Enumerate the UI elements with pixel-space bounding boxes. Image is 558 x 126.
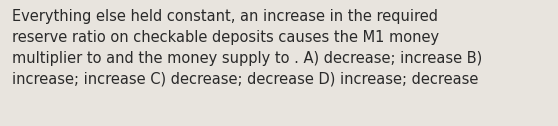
Text: Everything else held constant, an increase in the required
reserve ratio on chec: Everything else held constant, an increa…: [12, 9, 483, 87]
